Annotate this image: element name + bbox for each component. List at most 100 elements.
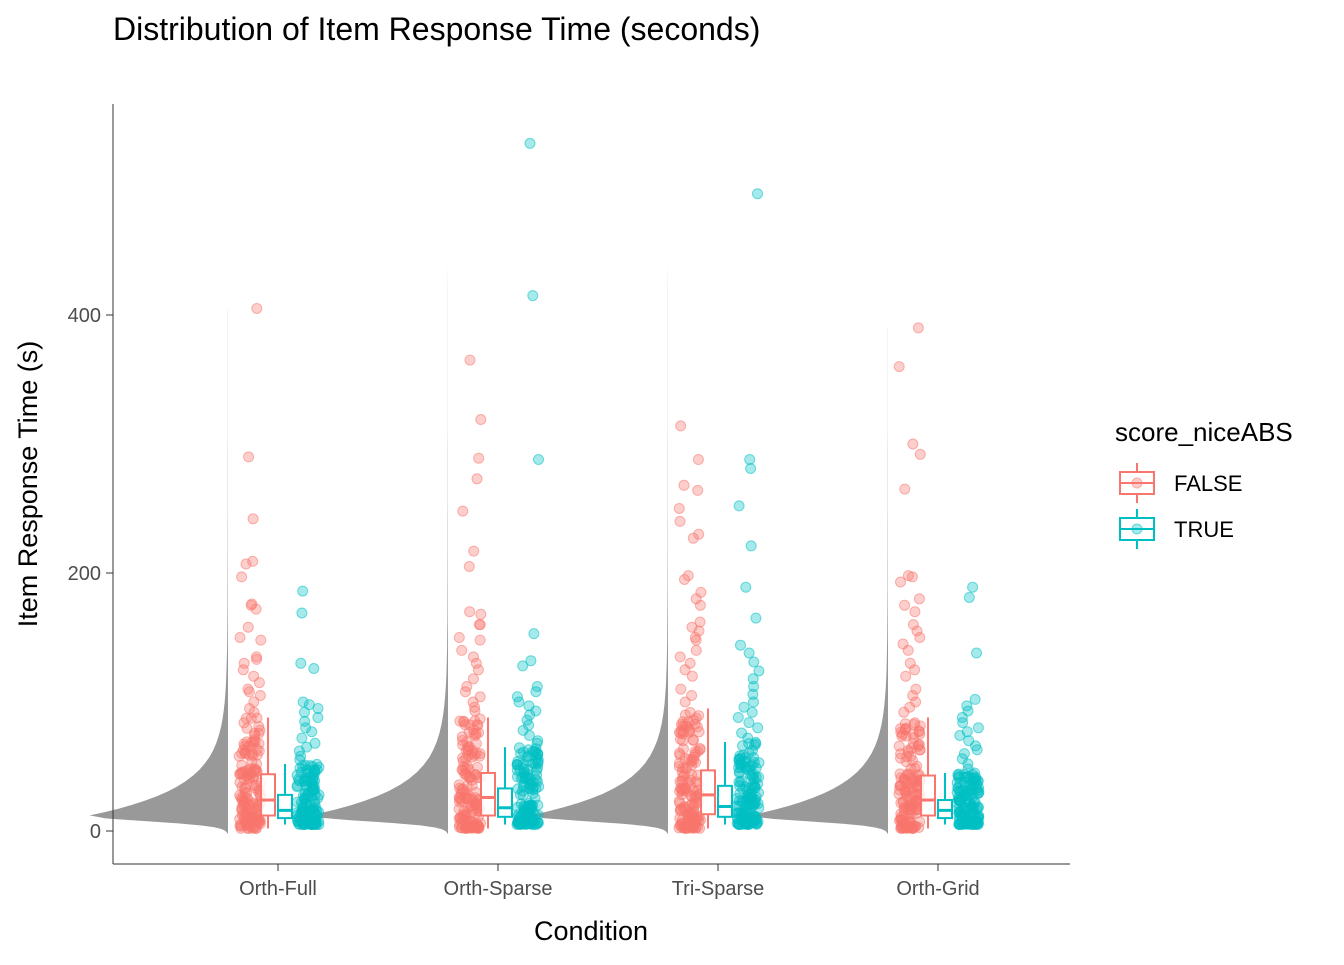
true-data-point — [753, 665, 765, 677]
legend-key-point — [1131, 523, 1143, 535]
true-data-point — [532, 799, 544, 811]
false-data-point — [461, 736, 473, 748]
false-data-point — [690, 593, 702, 605]
density-cloud — [748, 327, 888, 834]
x-tick-label: Orth-Sparse — [444, 878, 553, 900]
true-data-point — [753, 757, 765, 769]
true-data-point — [737, 740, 748, 752]
false-data-point — [905, 750, 917, 762]
false-boxplot — [700, 708, 716, 829]
true-data-point — [521, 801, 533, 813]
true-data-point — [963, 592, 975, 603]
true-data-point — [309, 764, 321, 776]
true-data-point — [748, 696, 759, 708]
false-data-point — [473, 452, 485, 464]
true-data-point — [531, 737, 543, 749]
false-data-point — [463, 561, 475, 572]
false-data-point — [678, 743, 689, 755]
true-data-point — [746, 706, 758, 718]
true-data-point — [733, 500, 745, 512]
true-data-point — [533, 454, 544, 465]
density-cloud — [313, 143, 448, 834]
boxplot-box — [700, 769, 716, 816]
true-data-point — [962, 763, 974, 775]
chart-title: Distribution of Item Response Time (seco… — [113, 11, 760, 47]
false-data-point — [469, 820, 481, 832]
false-data-point — [460, 822, 471, 834]
true-data-point — [954, 785, 965, 797]
boxplot-box — [497, 787, 513, 818]
true-data-point — [967, 581, 979, 593]
false-data-point — [673, 503, 685, 514]
boxplot-box — [920, 774, 936, 817]
y-axis-label: Item Response Time (s) — [13, 341, 43, 628]
true-data-point — [752, 188, 763, 200]
true-data-point — [516, 817, 528, 829]
true-data-point — [748, 681, 760, 692]
false-data-point — [459, 686, 471, 698]
true-data-point — [532, 748, 544, 759]
x-tick-label: Tri-Sparse — [672, 878, 765, 900]
x-tick-label: Orth-Full — [239, 878, 317, 900]
false-data-point — [453, 779, 465, 791]
x-axis-label: Condition — [534, 916, 648, 946]
y-tick-label: 200 — [68, 563, 101, 585]
true-data-point — [517, 660, 529, 672]
false-data-point — [893, 361, 905, 373]
false-data-point — [690, 634, 702, 646]
false-data-point — [690, 644, 702, 656]
true-data-point — [518, 763, 530, 774]
false-data-point — [694, 599, 706, 611]
true-data-point — [312, 703, 324, 714]
true-data-point — [299, 706, 310, 718]
false-data-point — [253, 727, 265, 739]
false-data-point — [247, 555, 259, 567]
false-data-point — [913, 593, 925, 605]
false-data-point — [687, 734, 699, 746]
true-data-point — [523, 798, 535, 809]
false-data-point — [472, 664, 484, 676]
true-data-point — [745, 797, 757, 808]
false-boxplot — [260, 717, 276, 829]
true-data-point — [313, 806, 325, 818]
x-tick-label: Orth-Grid — [896, 878, 979, 900]
true-data-point — [973, 786, 985, 798]
false-data-point — [457, 505, 469, 517]
false-data-point — [255, 634, 267, 646]
true-data-point — [522, 768, 534, 780]
false-data-point — [251, 749, 263, 761]
false-data-point — [251, 712, 263, 724]
false-data-point — [685, 780, 697, 791]
false-data-point — [675, 727, 687, 739]
false-data-point — [909, 606, 921, 618]
boxplot-box — [260, 773, 276, 817]
density-cloud — [89, 308, 228, 834]
true-data-point — [745, 540, 757, 552]
true-data-point — [965, 784, 977, 796]
true-data-point — [296, 732, 308, 744]
false-data-point — [470, 657, 482, 669]
false-data-point — [909, 664, 921, 676]
plot-area — [89, 137, 985, 834]
false-data-point — [914, 448, 926, 460]
false-data-point — [254, 690, 266, 701]
true-data-point — [295, 657, 307, 669]
false-data-point — [911, 625, 923, 637]
false-data-point — [694, 743, 706, 754]
true-data-point — [744, 454, 756, 465]
true-data-point — [954, 794, 966, 806]
false-data-point — [679, 664, 691, 676]
false-data-point — [471, 473, 483, 485]
false-data-point — [246, 808, 257, 820]
true-data-point — [740, 815, 752, 827]
true-boxplot — [497, 747, 513, 825]
false-data-point — [674, 651, 686, 663]
false-data-point — [688, 755, 700, 766]
false-data-point — [912, 322, 924, 334]
false-data-point — [250, 603, 262, 615]
false-data-point — [679, 822, 691, 834]
true-data-point — [312, 712, 324, 723]
false-data-point — [456, 644, 468, 656]
y-tick-label: 400 — [68, 305, 101, 327]
